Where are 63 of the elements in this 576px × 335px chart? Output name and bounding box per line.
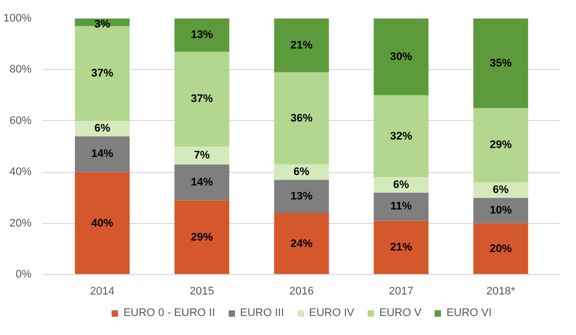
bar [174,52,230,146]
bar [274,72,329,164]
data-label: 11% [390,200,412,213]
data-label: 21% [390,242,412,254]
bar [374,177,429,193]
bar [174,18,230,52]
data-label: 7% [194,149,210,162]
bar [274,164,329,180]
legend-label: EURO V [379,307,422,319]
bar [473,108,528,182]
data-label: 20% [490,242,512,255]
data-label: 6% [94,122,110,135]
data-label: 10% [490,204,512,216]
bar [74,120,130,136]
data-label: 24% [290,238,313,250]
legend-label: EURO 0 - EURO II [123,307,216,319]
x-tick-label: 2014 [90,286,115,298]
bar [274,180,329,214]
data-label: 29% [190,231,214,244]
y-tick-label: 60% [9,114,32,127]
bar [274,18,329,72]
data-label: 37% [91,68,114,80]
data-label: 6% [492,184,509,196]
bar [174,164,230,200]
y-tick-label: 80% [9,64,32,76]
x-tick-label: 2016 [289,286,314,298]
data-label: 21% [290,39,313,52]
data-label: 6% [294,166,310,178]
y-tick-label: 40% [9,166,32,178]
data-label: 35% [490,57,512,70]
bar [374,192,429,221]
bar [374,220,429,274]
data-label: 36% [290,112,313,124]
data-label: 14% [91,148,114,160]
bar [74,136,130,172]
bar [374,18,429,96]
data-label: 6% [393,178,410,191]
data-label: 30% [390,50,412,63]
legend-label: EURO III [240,307,284,319]
x-tick-label: 2017 [388,286,414,298]
y-tick-label: 0% [16,268,32,280]
legend-label: EURO VI [446,307,492,319]
bar [174,200,230,274]
bar [174,146,230,164]
bar [74,172,130,274]
data-label: 13% [190,29,214,42]
bar [74,26,130,121]
bar [374,95,429,178]
bar [473,198,528,224]
y-tick-label: 100% [3,12,32,24]
bar [473,18,528,108]
data-label: 13% [290,190,313,202]
bar [473,223,528,274]
data-label: 29% [490,139,512,152]
y-tick-label: 20% [9,217,32,230]
bar [274,213,329,274]
data-label: 32% [390,130,412,142]
x-tick-label: 2015 [190,286,214,298]
data-label: 14% [190,176,214,188]
data-label: 37% [190,93,214,106]
legend-label: EURO IV [309,307,354,319]
data-label: 40% [91,217,114,230]
x-tick-label: 2018* [486,286,516,298]
